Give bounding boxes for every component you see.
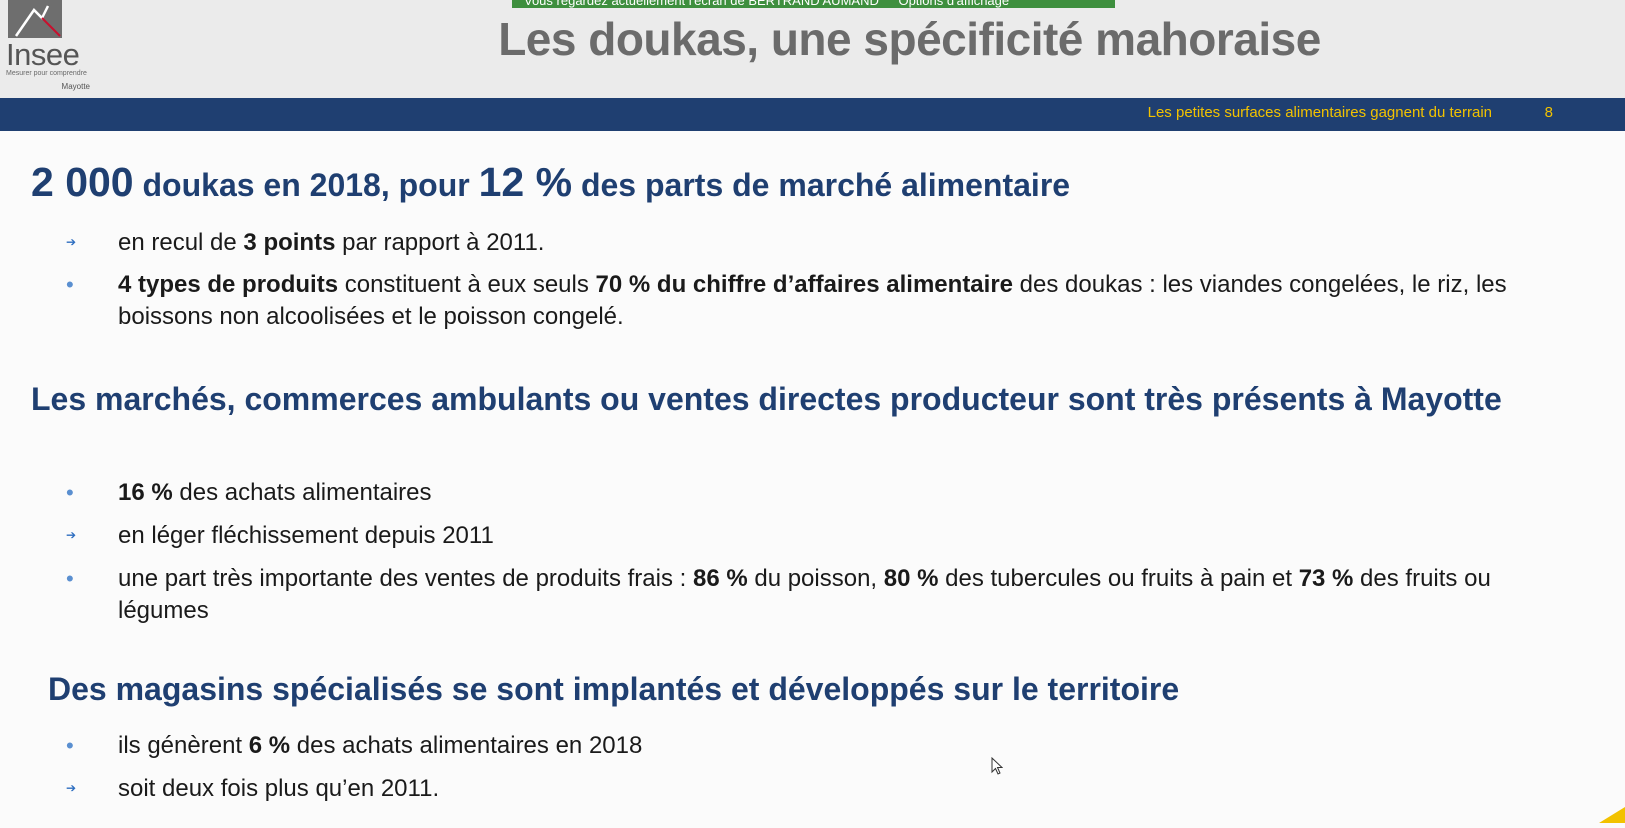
arrow-bullet-icon (66, 773, 80, 807)
bullet-bold: 86 % (692, 565, 748, 592)
bullet-text: ils génèrent (118, 732, 249, 759)
logo-name: Insee (6, 37, 80, 72)
slide-header: Insee Mesurer pour comprendre Mayotte Vo… (0, 0, 1625, 98)
bullet-text: soit deux fois plus qu’en 2011. (118, 775, 440, 802)
arrow-bullet-icon (66, 520, 80, 554)
bullet-text: en recul de (118, 229, 244, 256)
list-item: 16 % des achats alimentaires (118, 477, 1558, 509)
list-item: ils génèrent 6 % des achats alimentaires… (118, 730, 1558, 762)
dot-bullet-icon (66, 730, 80, 763)
page-number: 8 (1544, 104, 1553, 121)
list-item: soit deux fois plus qu’en 2011. (118, 773, 1558, 805)
section-heading-doukas: 2 000 doukas en 2018, pour 12 % des part… (31, 159, 1070, 206)
bullet-bold: 16 % (118, 479, 173, 506)
bullet-bold: 70 % du chiffre d’affaires alimentaire (595, 271, 1014, 298)
section-heading-markets: Les marchés, commerces ambulants ou vent… (31, 381, 1502, 417)
arrow-bullet-icon (66, 227, 80, 261)
list-item: en recul de 3 points par rapport à 2011. (118, 227, 1558, 259)
bullet-text: une part très importante des ventes de p… (118, 565, 693, 592)
bullet-text: des achats alimentaires (172, 479, 432, 506)
bullet-bold: 4 types de produits (118, 271, 339, 298)
heading-text-share: des parts de marché alimentaire (572, 167, 1071, 203)
logo-tagline: Mesurer pour comprendre (6, 70, 87, 77)
section-heading-specialized-stores: Des magasins spécialisés se sont implant… (48, 671, 1180, 707)
corner-accent-icon (1599, 807, 1625, 823)
slide-content: 2 000 doukas en 2018, pour 12 % des part… (0, 131, 1625, 823)
insee-logo: Insee Mesurer pour comprendre Mayotte (4, 0, 90, 94)
dot-bullet-icon (66, 563, 80, 596)
notification-text: Vous regardez actuellement l'écran de BE… (524, 0, 879, 8)
dot-bullet-icon (66, 269, 80, 302)
heading-number-doukas: 2 000 (31, 159, 134, 205)
bullet-text: des tubercules ou fruits à pain et (938, 565, 1299, 592)
dot-bullet-icon (66, 477, 80, 510)
heading-number-share: 12 % (478, 159, 573, 205)
insee-logo-mark-icon (8, 0, 62, 38)
screen-share-notification[interactable]: Vous regardez actuellement l'écran de BE… (512, 0, 1115, 8)
heading-text-doukas: doukas en 2018, pour (133, 167, 479, 203)
bullet-text: constituent à eux seuls (338, 271, 596, 298)
display-options-link[interactable]: Options d'affichage (898, 0, 1010, 8)
slide-title-text: Les doukas, une spécificité mahoraise (498, 13, 1321, 65)
bullet-bold: 6 % (248, 732, 291, 759)
bullet-text: par rapport à 2011. (335, 229, 545, 256)
bullet-text: du poisson, (747, 565, 884, 592)
list-item: une part très importante des ventes de p… (118, 563, 1558, 627)
list-item: 4 types de produits constituent à eux se… (118, 269, 1558, 333)
bullet-text: des doukas : les viandes congelées, le r… (118, 271, 1507, 330)
bullet-text: en léger fléchissement depuis 2011 (118, 522, 494, 549)
slide-title: Les doukas, une spécificité mahoraise (0, 12, 1625, 66)
bullet-bold: 80 % (883, 565, 939, 592)
bullet-text: des fruits ou légumes (118, 565, 1491, 624)
mouse-cursor-icon (991, 756, 1004, 775)
band-subtitle: Les petites surfaces alimentaires gagnen… (1147, 104, 1492, 121)
logo-region: Mayotte (61, 82, 90, 91)
list-item: en léger fléchissement depuis 2011 (118, 520, 1558, 552)
bullet-text: des achats alimentaires en 2018 (290, 732, 643, 759)
subtitle-band: Les petites surfaces alimentaires gagnen… (0, 98, 1625, 131)
bullet-bold: 3 points (243, 229, 336, 256)
bullet-bold: 73 % (1298, 565, 1354, 592)
